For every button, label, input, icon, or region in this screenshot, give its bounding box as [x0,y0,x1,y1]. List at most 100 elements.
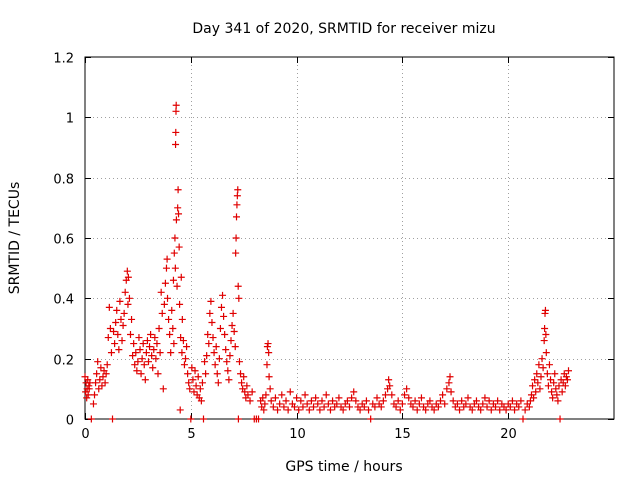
data-point [286,388,294,396]
data-point [244,391,252,399]
data-point [235,294,243,302]
data-point [371,403,379,411]
data-point [212,343,220,351]
data-point [171,234,179,242]
data-point [543,370,551,378]
data-point [547,376,555,384]
data-point [112,318,120,326]
data-point [124,300,132,308]
data-point [185,379,193,387]
data-point [360,403,368,411]
data-point [479,400,487,408]
data-point [232,234,240,242]
data-point [535,361,543,369]
data-point [415,400,423,408]
data-point [533,370,541,378]
data-point [99,373,107,381]
data-point [541,306,549,314]
data-point [226,352,234,360]
data-point [159,385,167,393]
data-point [529,382,537,390]
data-point [502,406,510,414]
data-point [246,397,254,405]
data-point [131,361,139,369]
data-point [199,415,207,423]
data-point [187,415,195,423]
data-point [446,373,454,381]
data-point [506,403,514,411]
data-point [220,312,228,320]
data-point [540,337,548,345]
data-point [230,328,238,336]
data-point [194,373,202,381]
data-point [521,406,529,414]
data-point [221,331,229,339]
data-point [531,376,539,384]
y-tick-label: 1.2 [53,52,74,67]
y-tick-label: 1 [66,112,74,127]
data-point [515,403,523,411]
data-point [541,325,549,332]
data-point [84,391,92,399]
data-point [413,406,421,414]
data-point [430,406,438,414]
data-point [190,388,198,396]
data-point [136,346,144,354]
data-point [208,318,216,326]
data-point [324,400,332,408]
data-point [262,391,270,399]
data-point [405,394,413,402]
data-point [210,349,218,357]
data-point [326,406,334,414]
data-point [201,358,209,366]
data-point [129,352,137,360]
data-point [192,382,200,390]
data-point [178,315,186,323]
data-point [231,343,239,351]
data-point [117,315,125,323]
data-point [172,140,180,148]
data-point [211,361,219,369]
data-point [263,343,271,351]
data-point [83,394,91,402]
data-points [81,101,573,423]
data-point [449,397,457,405]
data-point [555,382,563,390]
data-point [170,249,178,257]
data-point [280,403,288,411]
data-point [565,367,573,375]
x-tick-label: 20 [500,427,517,442]
data-point [206,309,214,317]
data-point [177,273,185,281]
data-point [511,406,519,414]
data-point [214,379,222,387]
data-point [293,394,301,402]
grid [85,57,614,419]
data-point [398,400,406,408]
data-point [234,282,242,290]
data-point [97,364,105,372]
data-point [128,315,136,323]
data-point [109,415,117,423]
data-point [556,415,564,423]
data-point [550,379,558,387]
data-point [103,361,111,369]
data-point [483,403,491,411]
data-point [456,406,464,414]
data-point [175,243,183,251]
data-point [228,321,236,329]
data-point [348,394,356,402]
data-point [174,186,182,194]
data-point [544,382,552,390]
data-point [295,406,303,414]
data-point [172,216,180,224]
data-point [417,394,425,402]
data-point [118,337,126,345]
data-point [169,325,177,332]
data-point [562,373,570,381]
data-point [318,397,326,405]
data-point [462,400,470,408]
data-point [530,394,538,402]
data-point [243,382,251,390]
